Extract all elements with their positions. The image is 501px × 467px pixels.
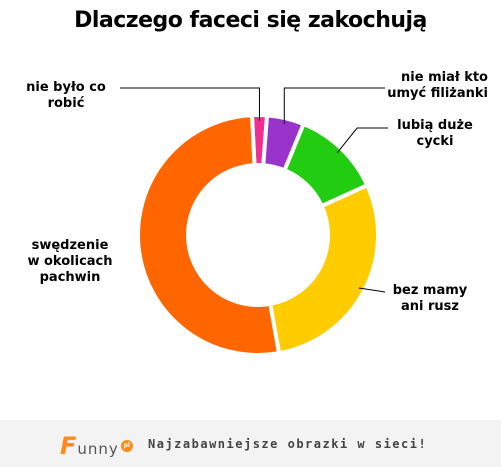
slice-4 <box>135 113 282 357</box>
leader-line-2 <box>336 127 388 154</box>
logo-word: unny <box>77 440 119 458</box>
slice-label-lubia-duze-cycki: lubią duże cycki <box>397 118 473 149</box>
logo-suffix: pl <box>120 440 133 452</box>
slice-label-bez-mamy-ani-rusz: bez mamy ani rusz <box>392 283 468 314</box>
slice-label-nie-mial-kto-umyc-filizanki: nie miał kto umyć filiżanki <box>387 70 488 101</box>
logo-f-glyph: F <box>60 432 78 460</box>
leader-line-0 <box>120 87 260 122</box>
leader-line-1 <box>283 87 385 125</box>
logo-text: Funny <box>60 432 119 460</box>
leader-line-3 <box>358 287 386 293</box>
footer-bar <box>0 420 501 467</box>
site-logo[interactable]: Funny pl <box>60 428 133 464</box>
slice-3 <box>267 182 380 356</box>
site-tagline: Najzabawniejsze obrazki w sieci! <box>148 437 428 451</box>
chart-title: Dlaczego faceci się zakochują <box>74 8 427 33</box>
slice-label-nie-bylo-co-robic: nie było co robić <box>26 80 106 111</box>
slice-label-swedzenie-w-okolicach-pachwin: swędzenie w okolicach pachwin <box>27 238 113 285</box>
